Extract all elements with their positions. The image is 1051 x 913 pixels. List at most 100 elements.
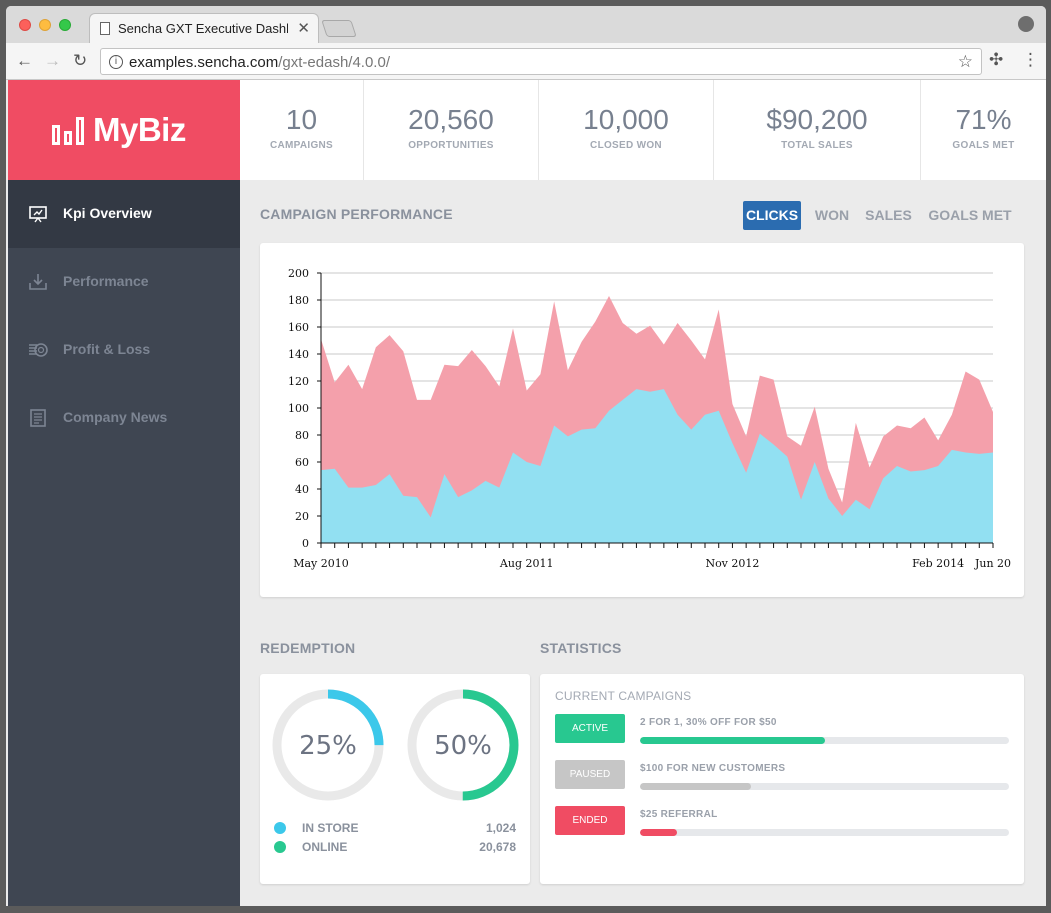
legend-name: IN STORE (302, 821, 359, 835)
statistics-title: STATISTICS (540, 640, 622, 656)
sidebar-item-label: Company News (63, 409, 168, 425)
tab-close-icon[interactable]: ✕ (297, 20, 310, 37)
y-tick-label: 200 (288, 267, 309, 280)
page-icon (100, 22, 110, 35)
x-tick-label: Aug 2011 (499, 557, 554, 570)
kpi-label: TOTAL SALES (781, 140, 853, 151)
statistics-card: CURRENT CAMPAIGNS ACTIVE 2 FOR 1, 30% OF… (540, 674, 1024, 884)
y-tick-label: 180 (288, 294, 309, 307)
progress-track (640, 783, 1009, 790)
campaign-row: ACTIVE 2 FOR 1, 30% OFF FOR $50 (555, 714, 1009, 744)
kpi-value: 10,000 (583, 104, 669, 135)
kpi-value: 71% (955, 104, 1012, 135)
donut-arc (272, 689, 384, 801)
y-tick-label: 0 (302, 537, 309, 550)
donut-percent-label: 50% (434, 731, 492, 761)
in-store-dot (274, 822, 286, 834)
redemption-title: REDEMPTION (260, 640, 356, 656)
campaign-performance-chart: 0 20 40 60 80 100 120 140 160 180 200 May 2010 Aug 2… (288, 267, 1011, 570)
kpi-value: 20,560 (408, 104, 494, 135)
filter-sales-button[interactable]: SALES (865, 207, 912, 223)
status-badge[interactable]: ACTIVE (555, 714, 625, 743)
browser-window: Sencha GXT Executive Dashboard ✕ ← → ↻ i… (6, 6, 1046, 906)
newspaper-icon (30, 409, 46, 427)
x-tick-label: Jun 20 (974, 557, 1011, 570)
forward-arrow-icon[interactable]: → (44, 51, 61, 70)
progress-fill (640, 783, 751, 790)
kpi-label: OPPORTUNITIES (408, 140, 494, 151)
status-badge[interactable]: ENDED (555, 806, 625, 835)
new-tab-button[interactable] (321, 20, 357, 37)
kpi-goals-met: 71% GOALS MET (920, 80, 1046, 180)
sidebar: Kpi Overview Performance Profit & Loss C… (8, 180, 240, 906)
sidebar-item-label: Kpi Overview (63, 205, 152, 221)
filter-goals-met-button[interactable]: GOALS MET (928, 207, 1012, 223)
url-text[interactable]: examples.sencha.com/gxt-edash/4.0.0/ (129, 54, 390, 71)
browser-tab[interactable]: Sencha GXT Executive Dashboard ✕ (89, 13, 319, 43)
info-icon[interactable]: i (109, 55, 123, 69)
kpi-bar: 10 CAMPAIGNS 20,560 OPPORTUNITIES 10,000… (240, 80, 1046, 180)
kpi-opportunities: 20,560 OPPORTUNITIES (363, 80, 538, 180)
kpi-closed-won: 10,000 CLOSED WON (538, 80, 713, 180)
sidebar-item-company-news[interactable]: Company News (8, 384, 240, 452)
x-tick-label: May 2010 (293, 557, 349, 570)
minimize-window-button[interactable] (39, 19, 51, 31)
y-tick-label: 120 (288, 375, 309, 388)
browser-toolbar: ← → ↻ i examples.sencha.com/gxt-edash/4.… (6, 43, 1046, 80)
maximize-window-button[interactable] (59, 19, 71, 31)
sidebar-item-kpi-overview[interactable]: Kpi Overview (8, 180, 240, 248)
legend-online: ONLINE 20,678 (274, 838, 516, 858)
kpi-campaigns: 10 CAMPAIGNS (240, 80, 363, 180)
filter-clicks-button[interactable]: CLICKS (743, 201, 801, 230)
redemption-card: 25% 50% IN STORE 1,024 ONLINE 20,678 (260, 674, 530, 884)
progress-track (640, 829, 1009, 836)
kpi-label: CAMPAIGNS (269, 140, 334, 151)
dashboard-app: MyBiz Kpi Overview Performance Profit & … (6, 80, 1046, 906)
current-campaigns-heading: CURRENT CAMPAIGNS (555, 689, 692, 703)
donut-percent-label: 25% (299, 731, 357, 761)
presentation-icon (29, 206, 47, 223)
sidebar-item-label: Performance (63, 273, 149, 289)
y-tick-label: 160 (288, 321, 309, 334)
status-badge[interactable]: PAUSED (555, 760, 625, 789)
redemption-donuts: 25% 50% (272, 689, 519, 801)
filter-won-button[interactable]: WON (814, 207, 850, 223)
sidebar-item-performance[interactable]: Performance (8, 248, 240, 316)
campaign-name: 2 FOR 1, 30% OFF FOR $50 (640, 717, 777, 728)
menu-kebab-icon[interactable]: ⋮ (1022, 50, 1039, 69)
campaign-name: $100 FOR NEW CUSTOMERS (640, 763, 786, 774)
kpi-total-sales: $90,200 TOTAL SALES (713, 80, 920, 180)
address-bar[interactable]: i examples.sencha.com/gxt-edash/4.0.0/ ☆ (100, 48, 982, 75)
y-tick-label: 80 (295, 429, 309, 442)
x-tick-label: Nov 2012 (705, 557, 759, 570)
coins-icon (29, 343, 48, 357)
donut-arc (407, 689, 519, 801)
y-tick-label: 140 (288, 348, 309, 361)
sidebar-item-label: Profit & Loss (63, 341, 151, 357)
extension-icon[interactable]: ✣ (989, 50, 1004, 69)
campaign-performance-title: CAMPAIGN PERFORMANCE (260, 206, 453, 222)
close-window-button[interactable] (19, 19, 31, 31)
reload-icon[interactable]: ↻ (73, 51, 88, 70)
tab-title: Sencha GXT Executive Dashboard (118, 21, 288, 36)
campaign-row: ENDED $25 REFERRAL (555, 806, 1009, 836)
back-arrow-icon[interactable]: ← (16, 51, 33, 70)
area-series-lower (321, 389, 993, 543)
y-tick-label: 100 (288, 402, 309, 415)
y-tick-label: 40 (295, 483, 309, 496)
sidebar-item-profit-loss[interactable]: Profit & Loss (8, 316, 240, 384)
online-dot (274, 841, 286, 853)
bar-chart-logo-icon (52, 117, 86, 145)
x-tick-label: Feb 2014 (912, 557, 964, 570)
kpi-label: CLOSED WON (590, 140, 662, 151)
campaign-name: $25 REFERRAL (640, 809, 718, 820)
download-tray-icon (29, 274, 47, 290)
bookmark-star-icon[interactable]: ☆ (957, 52, 973, 71)
tab-bar: Sencha GXT Executive Dashboard ✕ (6, 6, 1046, 43)
progress-fill (640, 737, 825, 744)
logo[interactable]: MyBiz (8, 80, 240, 180)
profile-icon[interactable] (1018, 16, 1034, 32)
logo-text: MyBiz (93, 111, 186, 148)
kpi-value: 10 (285, 104, 318, 135)
legend-value: 1,024 (485, 821, 516, 835)
